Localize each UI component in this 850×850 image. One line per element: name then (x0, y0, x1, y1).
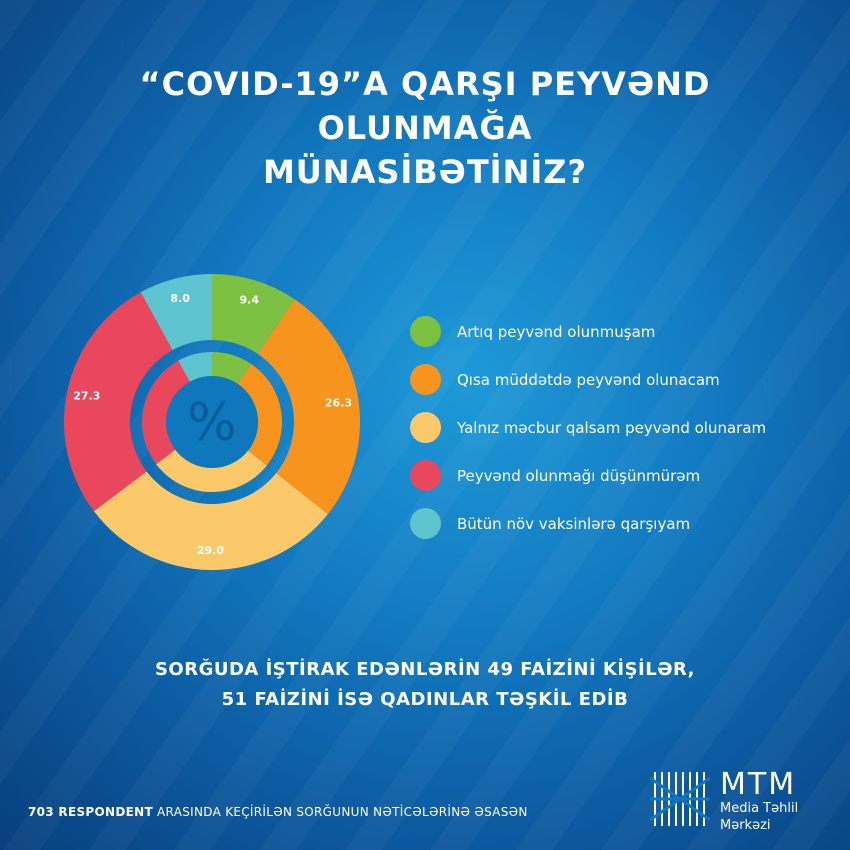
respondent-note: SORĞUDA İŞTİRAK EDƏNLƏRİN 49 FAİZİNİ KİŞ… (40, 655, 810, 715)
slice-label-vaccinated: 9.4 (240, 294, 260, 307)
inner-slice-soon (237, 363, 282, 466)
logo-name: MTM (720, 767, 797, 802)
legend-label: Bütün növ vaksinlərə qarşıyam (457, 514, 691, 533)
legend-label: Yalnız məcbur qalsam peyvənd olunaram (457, 418, 767, 437)
inner-slice-if-forced (156, 449, 267, 492)
legend-dot-teal (410, 508, 441, 539)
note-line-1: SORĞUDA İŞTİRAK EDƏNLƏRİN 49 FAİZİNİ KİŞ… (154, 659, 696, 680)
logo-burst-icon (650, 772, 710, 826)
outer-slice-soon (257, 299, 360, 515)
mtm-logo: MTM Media Təhlil Mərkəzi (650, 768, 798, 834)
outer-slice-against-all (140, 274, 212, 351)
footer-text: ARASINDA KEÇİRİLƏN SORĞUNUN NƏTİCƏLƏRİNƏ… (152, 805, 528, 819)
title-line-1: “COVID-19”A QARŞI PEYVƏND OLUNMAĞA (139, 65, 711, 147)
slice-label-against-all: 8.0 (170, 292, 190, 305)
logo-text: MTM Media Təhlil Mərkəzi (720, 768, 798, 834)
donut-center (166, 376, 258, 468)
slice-label-not-planning: 27.3 (73, 389, 100, 402)
legend-dot-red (410, 460, 441, 491)
legend: Artıq peyvənd olunmuşam Qısa müddətdə pe… (410, 316, 766, 556)
note-line-2: 51 FAİZİNİ İSƏ QADINLAR TƏŞKİL EDİB (221, 689, 629, 710)
slice-label-soon: 26.3 (325, 396, 352, 409)
legend-label: Peyvənd olunmağı düşünmürəm (457, 466, 701, 485)
legend-item: Artıq peyvənd olunmuşam (410, 316, 766, 347)
legend-item: Bütün növ vaksinlərə qarşıyam (410, 508, 766, 539)
logo-subtitle-1: Media Təhlil (720, 801, 799, 816)
legend-dot-green (410, 316, 441, 347)
inner-slice-vaccinated (212, 352, 251, 384)
legend-item: Yalnız məcbur qalsam peyvənd olunaram (410, 412, 766, 443)
legend-dot-orange (410, 364, 441, 395)
logo-subtitle-2: Mərkəzi (720, 818, 771, 833)
outer-slice-if-forced (93, 471, 328, 570)
inner-slice-not-planning (142, 360, 190, 465)
slice-labels: 9.4 26.3 29.0 27.3 8.0 (73, 292, 352, 557)
outer-slice-vaccinated (212, 274, 295, 354)
chart-title: “COVID-19”A QARŞI PEYVƏND OLUNMAĞA MÜNAS… (40, 62, 810, 194)
outer-slice-not-planning (63, 292, 173, 512)
inner-slice-against-all (178, 352, 212, 382)
percent-icon: % (187, 393, 236, 453)
title-line-2: MÜNASİBƏTİNİZ? (262, 153, 588, 191)
outer-ring (63, 274, 360, 570)
inner-ring (142, 352, 282, 492)
footer-source: 703 RESPONDENT ARASINDA KEÇİRİLƏN SORĞUN… (28, 805, 528, 819)
footer-respondent-count: 703 RESPONDENT (28, 805, 153, 819)
legend-dot-yellow (410, 412, 441, 443)
donut-chart: 9.4 26.3 29.0 27.3 8.0 % (63, 274, 360, 570)
legend-item: Peyvənd olunmağı düşünmürəm (410, 460, 766, 491)
legend-label: Artıq peyvənd olunmuşam (457, 322, 656, 341)
legend-label: Qısa müddətdə peyvənd olunacam (457, 370, 720, 389)
legend-item: Qısa müddətdə peyvənd olunacam (410, 364, 766, 395)
slice-label-if-forced: 29.0 (197, 544, 224, 557)
